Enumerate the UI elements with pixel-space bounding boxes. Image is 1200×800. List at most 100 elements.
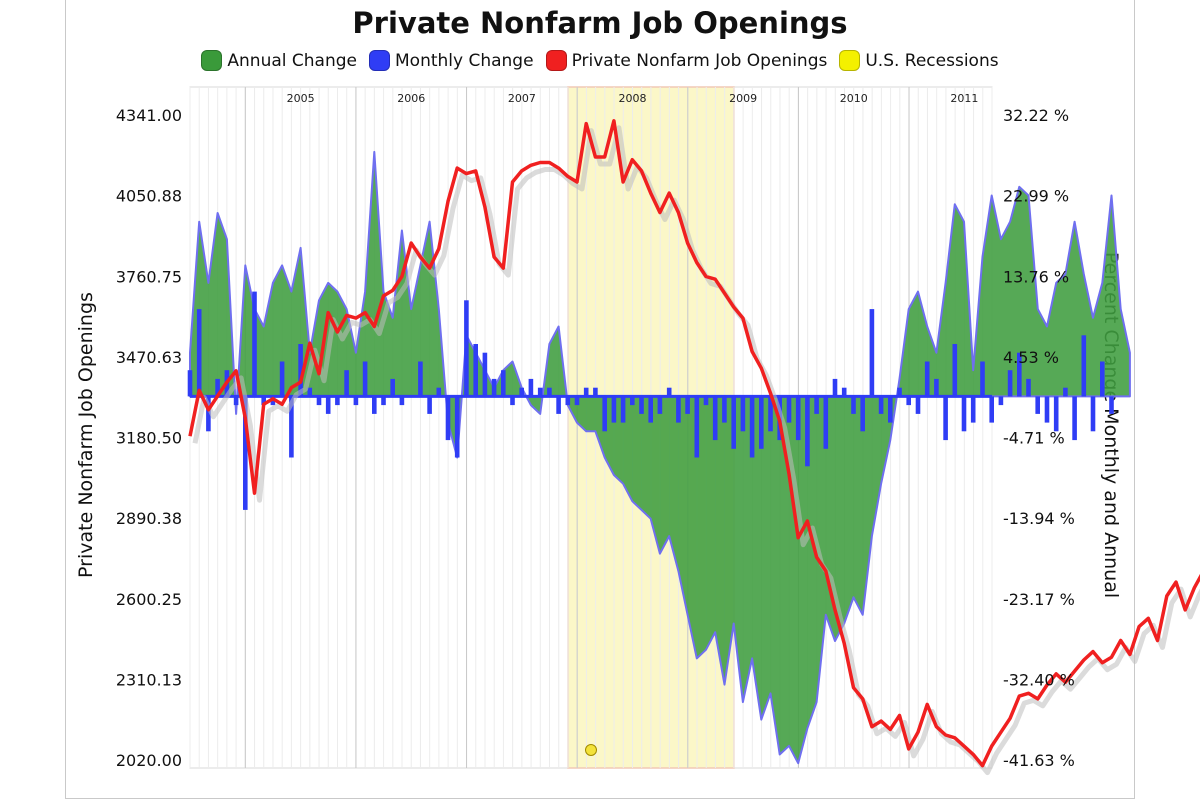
monthly-change-bar xyxy=(307,387,313,397)
monthly-change-bar xyxy=(878,396,884,414)
monthly-change-bar xyxy=(1081,335,1087,397)
monthly-change-bar xyxy=(464,300,469,397)
event-marker-icon xyxy=(585,744,597,756)
monthly-change-bar xyxy=(1063,387,1068,397)
x-tick-label-2009: 2009 xyxy=(729,92,757,105)
legend-label-openings: Private Nonfarm Job Openings xyxy=(571,50,828,71)
legend-item-monthly-change[interactable]: Monthly Change xyxy=(369,50,534,71)
monthly-change-bar xyxy=(980,361,985,397)
monthly-change-bar xyxy=(620,396,626,423)
legend-item-recessions[interactable]: U.S. Recessions xyxy=(839,50,999,71)
monthly-change-bar xyxy=(961,396,967,432)
x-tick-label-2008: 2008 xyxy=(618,92,646,105)
monthly-change-bar xyxy=(279,361,285,397)
monthly-change-bar xyxy=(196,309,202,397)
monthly-change-bar xyxy=(1053,396,1059,432)
monthly-change-bar xyxy=(473,344,478,397)
monthly-change-bar xyxy=(427,396,432,414)
monthly-change-bar xyxy=(593,387,598,397)
monthly-change-bar xyxy=(574,396,580,406)
legend-label-recessions: U.S. Recessions xyxy=(865,50,999,71)
legend-swatch-monthly xyxy=(369,50,390,71)
monthly-change-bar xyxy=(233,396,239,406)
legend-label-monthly: Monthly Change xyxy=(395,50,534,71)
legend-swatch-annual xyxy=(201,50,223,71)
monthly-change-bar xyxy=(519,387,524,397)
x-tick-label-2007: 2007 xyxy=(508,92,536,105)
monthly-change-bar xyxy=(1109,396,1114,414)
monthly-change-bar xyxy=(1090,396,1096,432)
x-tick-label-2006: 2006 xyxy=(397,92,425,105)
monthly-change-bar xyxy=(851,396,856,414)
monthly-change-bar xyxy=(270,396,276,406)
monthly-change-bar xyxy=(252,291,257,397)
monthly-change-bar xyxy=(943,396,948,441)
monthly-change-bar xyxy=(418,361,423,397)
monthly-change-bar xyxy=(906,396,911,406)
monthly-change-bar xyxy=(694,396,700,458)
x-tick-label-2010: 2010 xyxy=(840,92,868,105)
y-tick-left-4: 3180.50 xyxy=(116,429,182,448)
monthly-change-bar xyxy=(805,396,810,467)
monthly-change-bar xyxy=(528,378,534,397)
monthly-change-bar xyxy=(206,396,211,432)
monthly-change-bar xyxy=(952,344,958,397)
legend-item-annual-change[interactable]: Annual Change xyxy=(201,50,357,71)
monthly-change-bar xyxy=(547,387,552,397)
monthly-change-bar xyxy=(869,309,875,397)
monthly-change-bar xyxy=(795,396,801,441)
monthly-change-bar xyxy=(685,396,690,414)
monthly-change-bar xyxy=(749,396,755,458)
monthly-change-bar xyxy=(1017,352,1022,397)
monthly-change-bar xyxy=(970,396,976,423)
monthly-change-bar xyxy=(445,396,451,441)
y-tick-right-5: -13.94 % xyxy=(1003,509,1075,528)
y-tick-right-0: 32.22 % xyxy=(1003,106,1069,125)
monthly-change-bar xyxy=(740,396,746,432)
monthly-change-bar xyxy=(399,396,405,406)
monthly-change-bar xyxy=(676,396,681,423)
monthly-change-bar xyxy=(841,387,847,397)
monthly-change-bar xyxy=(316,396,322,406)
monthly-change-bar xyxy=(722,396,727,423)
monthly-change-bar xyxy=(611,396,617,423)
y-tick-left-7: 2310.13 xyxy=(116,670,182,689)
monthly-change-bar xyxy=(289,396,294,458)
monthly-change-bar xyxy=(1035,396,1040,414)
y-tick-right-1: 22.99 % xyxy=(1003,187,1069,206)
y-tick-right-3: 4.53 % xyxy=(1003,348,1059,367)
monthly-change-bar xyxy=(1044,396,1050,423)
monthly-change-bar xyxy=(897,387,902,397)
job-openings-line-shadow xyxy=(192,125,1200,776)
monthly-change-bar xyxy=(814,396,819,414)
monthly-change-bar xyxy=(372,396,377,414)
y-tick-right-4: -4.71 % xyxy=(1003,429,1065,448)
monthly-change-bar xyxy=(565,396,571,406)
legend-item-job-openings[interactable]: Private Nonfarm Job Openings xyxy=(545,50,828,71)
monthly-change-bar xyxy=(786,396,792,423)
monthly-change-bar xyxy=(832,378,838,397)
y-tick-left-1: 4050.88 xyxy=(116,187,182,206)
legend-label-annual: Annual Change xyxy=(227,50,357,71)
monthly-change-bar xyxy=(215,378,220,397)
x-tick-label-2011: 2011 xyxy=(950,92,978,105)
monthly-change-bar xyxy=(390,378,395,397)
monthly-change-bar xyxy=(648,396,653,423)
y-tick-right-8: -41.63 % xyxy=(1003,751,1075,770)
monthly-change-bar xyxy=(298,344,303,397)
y-tick-left-3: 3470.63 xyxy=(116,348,182,367)
job-openings-line xyxy=(188,119,1200,768)
monthly-change-bar xyxy=(353,396,359,406)
monthly-change-bar xyxy=(187,370,193,397)
monthly-change-bar xyxy=(731,396,736,449)
monthly-change-bar xyxy=(712,396,718,441)
monthly-change-bar xyxy=(924,361,930,397)
y-tick-left-8: 2020.00 xyxy=(116,751,182,770)
monthly-change-bar xyxy=(630,396,635,406)
monthly-change-bar xyxy=(1100,361,1105,397)
chart-title: Private Nonfarm Job Openings xyxy=(352,6,848,40)
monthly-change-bar xyxy=(243,396,248,510)
chart-legend: Annual Change Monthly Change Private Non… xyxy=(0,50,1200,71)
legend-swatch-openings xyxy=(545,50,567,71)
